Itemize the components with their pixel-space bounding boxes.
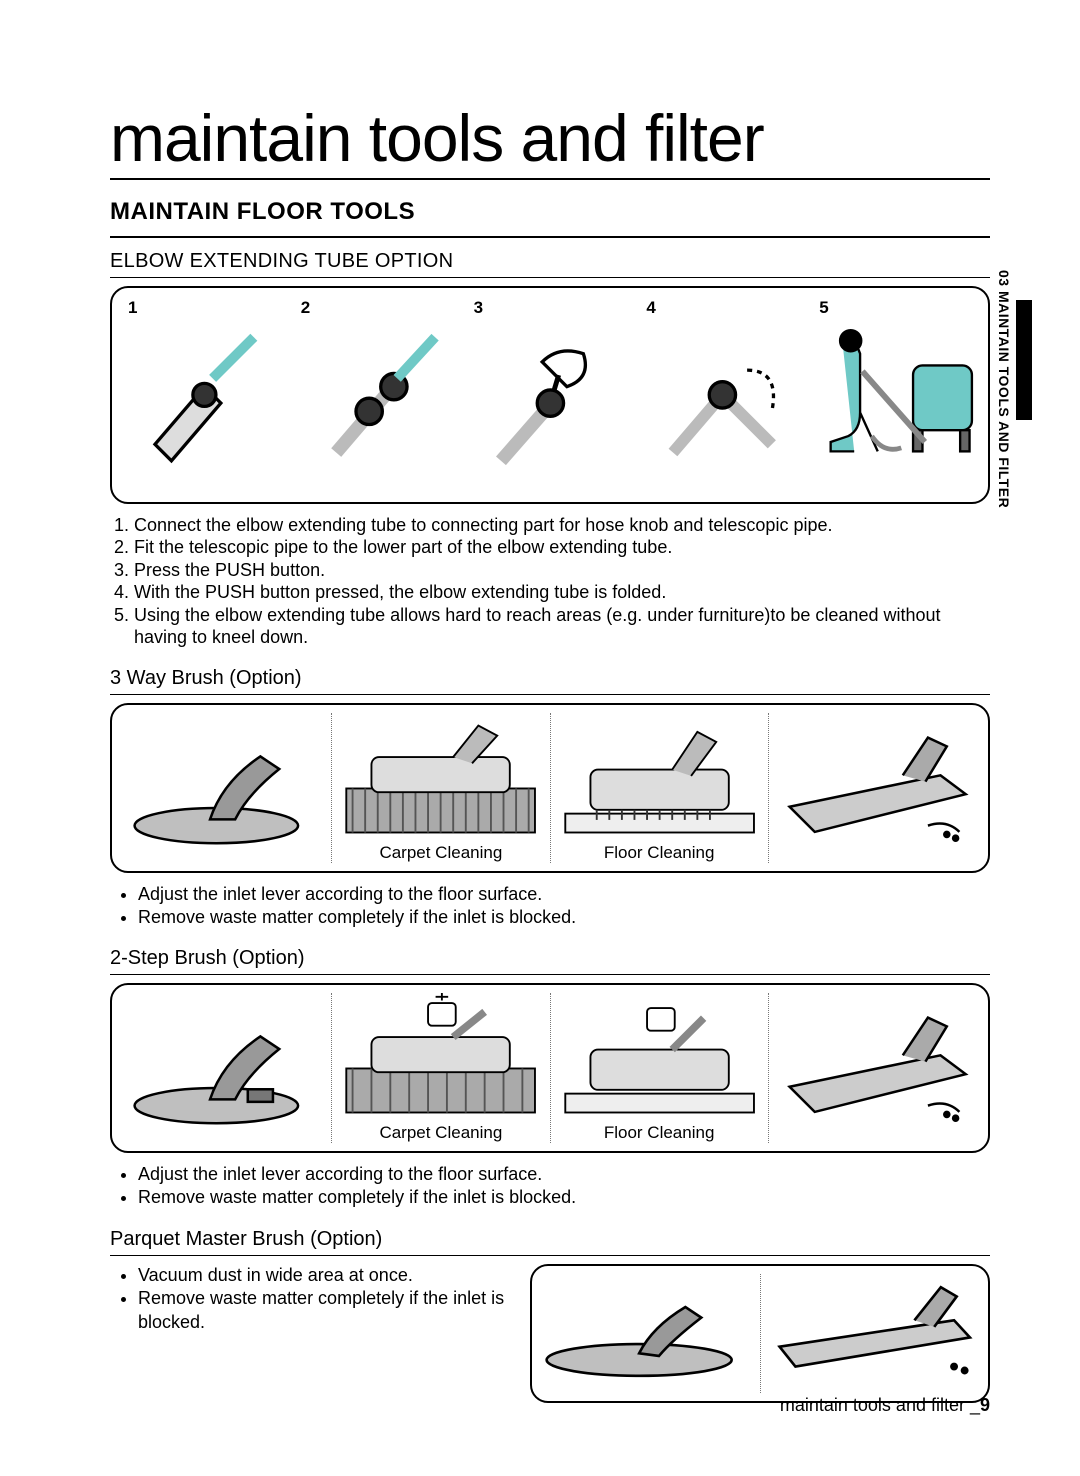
illustration-carpet-cleaning [340,713,541,839]
illustration-push-button [468,296,633,494]
instruction-item: Press the PUSH button. [134,559,990,582]
side-tab-marker [1016,300,1032,420]
brush-carpet: Carpet Cleaning [340,993,550,1143]
illustration-tube-connect [122,296,287,494]
elbow-step-2: 2 [295,296,460,494]
parquet-bullets: Vacuum dust in wide area at once. Remove… [110,1264,510,1334]
brush-underside [777,993,978,1143]
instruction-item: With the PUSH button pressed, the elbow … [134,581,990,604]
bullet-item: Adjust the inlet lever according to the … [138,1163,990,1186]
page-title: maintain tools and filter [110,100,990,180]
illustration-floor-cleaning [559,993,760,1119]
brush-carpet: Carpet Cleaning [340,713,550,863]
brush-floor: Floor Cleaning [559,993,769,1143]
illustration-tube-fit [295,296,460,494]
illustration-brush-side [122,993,323,1143]
divider-thin [110,974,990,975]
caption-floor: Floor Cleaning [604,1123,715,1143]
illustration-floor-cleaning [559,713,760,839]
bullet-item: Remove waste matter completely if the in… [138,1186,990,1209]
illustration-under-furniture [813,296,978,494]
parquet-heading: Parquet Master Brush (Option) [110,1228,990,1251]
bullet-item: Remove waste matter completely if the in… [138,906,990,929]
illustration-brush-underside [777,713,978,863]
elbow-heading: ELBOW EXTENDING TUBE OPTION [110,250,990,273]
parquet-row: Vacuum dust in wide area at once. Remove… [110,1264,990,1403]
illustration-brush-underside [777,993,978,1143]
illustration-tube-fold [640,296,805,494]
caption-floor: Floor Cleaning [604,843,715,863]
elbow-figure-box: 1 2 3 4 5 [110,286,990,504]
caption-carpet: Carpet Cleaning [379,843,502,863]
footer-page-number: 9 [980,1395,990,1415]
two-step-figure-box: Carpet Cleaning Floor Cleaning [110,983,990,1153]
divider-thin [110,694,990,695]
elbow-step-3: 3 [468,296,633,494]
elbow-step-4: 4 [640,296,805,494]
brush-view [122,993,332,1143]
divider-thin [110,1255,990,1256]
two-step-bullets: Adjust the inlet lever according to the … [110,1163,990,1210]
instruction-item: Using the elbow extending tube allows ha… [134,604,990,649]
step-number: 2 [301,298,310,318]
step-number: 4 [646,298,655,318]
elbow-instructions: Connect the elbow extending tube to conn… [110,514,990,649]
two-step-heading: 2-Step Brush (Option) [110,947,990,970]
side-tab-label: 03 MAINTAIN TOOLS AND FILTER [996,270,1012,508]
illustration-parquet-top [540,1274,752,1393]
step-number: 5 [819,298,828,318]
parquet-brush-top [540,1274,761,1393]
step-number: 3 [474,298,483,318]
illustration-carpet-cleaning [340,993,541,1119]
illustration-brush-side [122,713,323,863]
instruction-item: Connect the elbow extending tube to conn… [134,514,990,537]
bullet-item: Vacuum dust in wide area at once. [138,1264,510,1287]
instruction-item: Fit the telescopic pipe to the lower par… [134,536,990,559]
parquet-brush-bottom [769,1274,981,1393]
section-heading: MAINTAIN FLOOR TOOLS [110,198,990,226]
page-footer: maintain tools and filter _9 [780,1395,990,1416]
divider-thick [110,236,990,238]
bullet-item: Adjust the inlet lever according to the … [138,883,990,906]
three-way-figure-box: Carpet Cleaning Floor Cleaning [110,703,990,873]
footer-text: maintain tools and filter _ [780,1395,980,1415]
three-way-heading: 3 Way Brush (Option) [110,667,990,690]
brush-underside [777,713,978,863]
step-number: 1 [128,298,137,318]
bullet-item: Remove waste matter completely if the in… [138,1287,510,1334]
parquet-figure-box [530,1264,990,1403]
elbow-step-5: 5 [813,296,978,494]
elbow-step-1: 1 [122,296,287,494]
divider-thin [110,277,990,278]
brush-view [122,713,332,863]
caption-carpet: Carpet Cleaning [379,1123,502,1143]
illustration-parquet-bottom [769,1274,981,1393]
three-way-bullets: Adjust the inlet lever according to the … [110,883,990,930]
brush-floor: Floor Cleaning [559,713,769,863]
